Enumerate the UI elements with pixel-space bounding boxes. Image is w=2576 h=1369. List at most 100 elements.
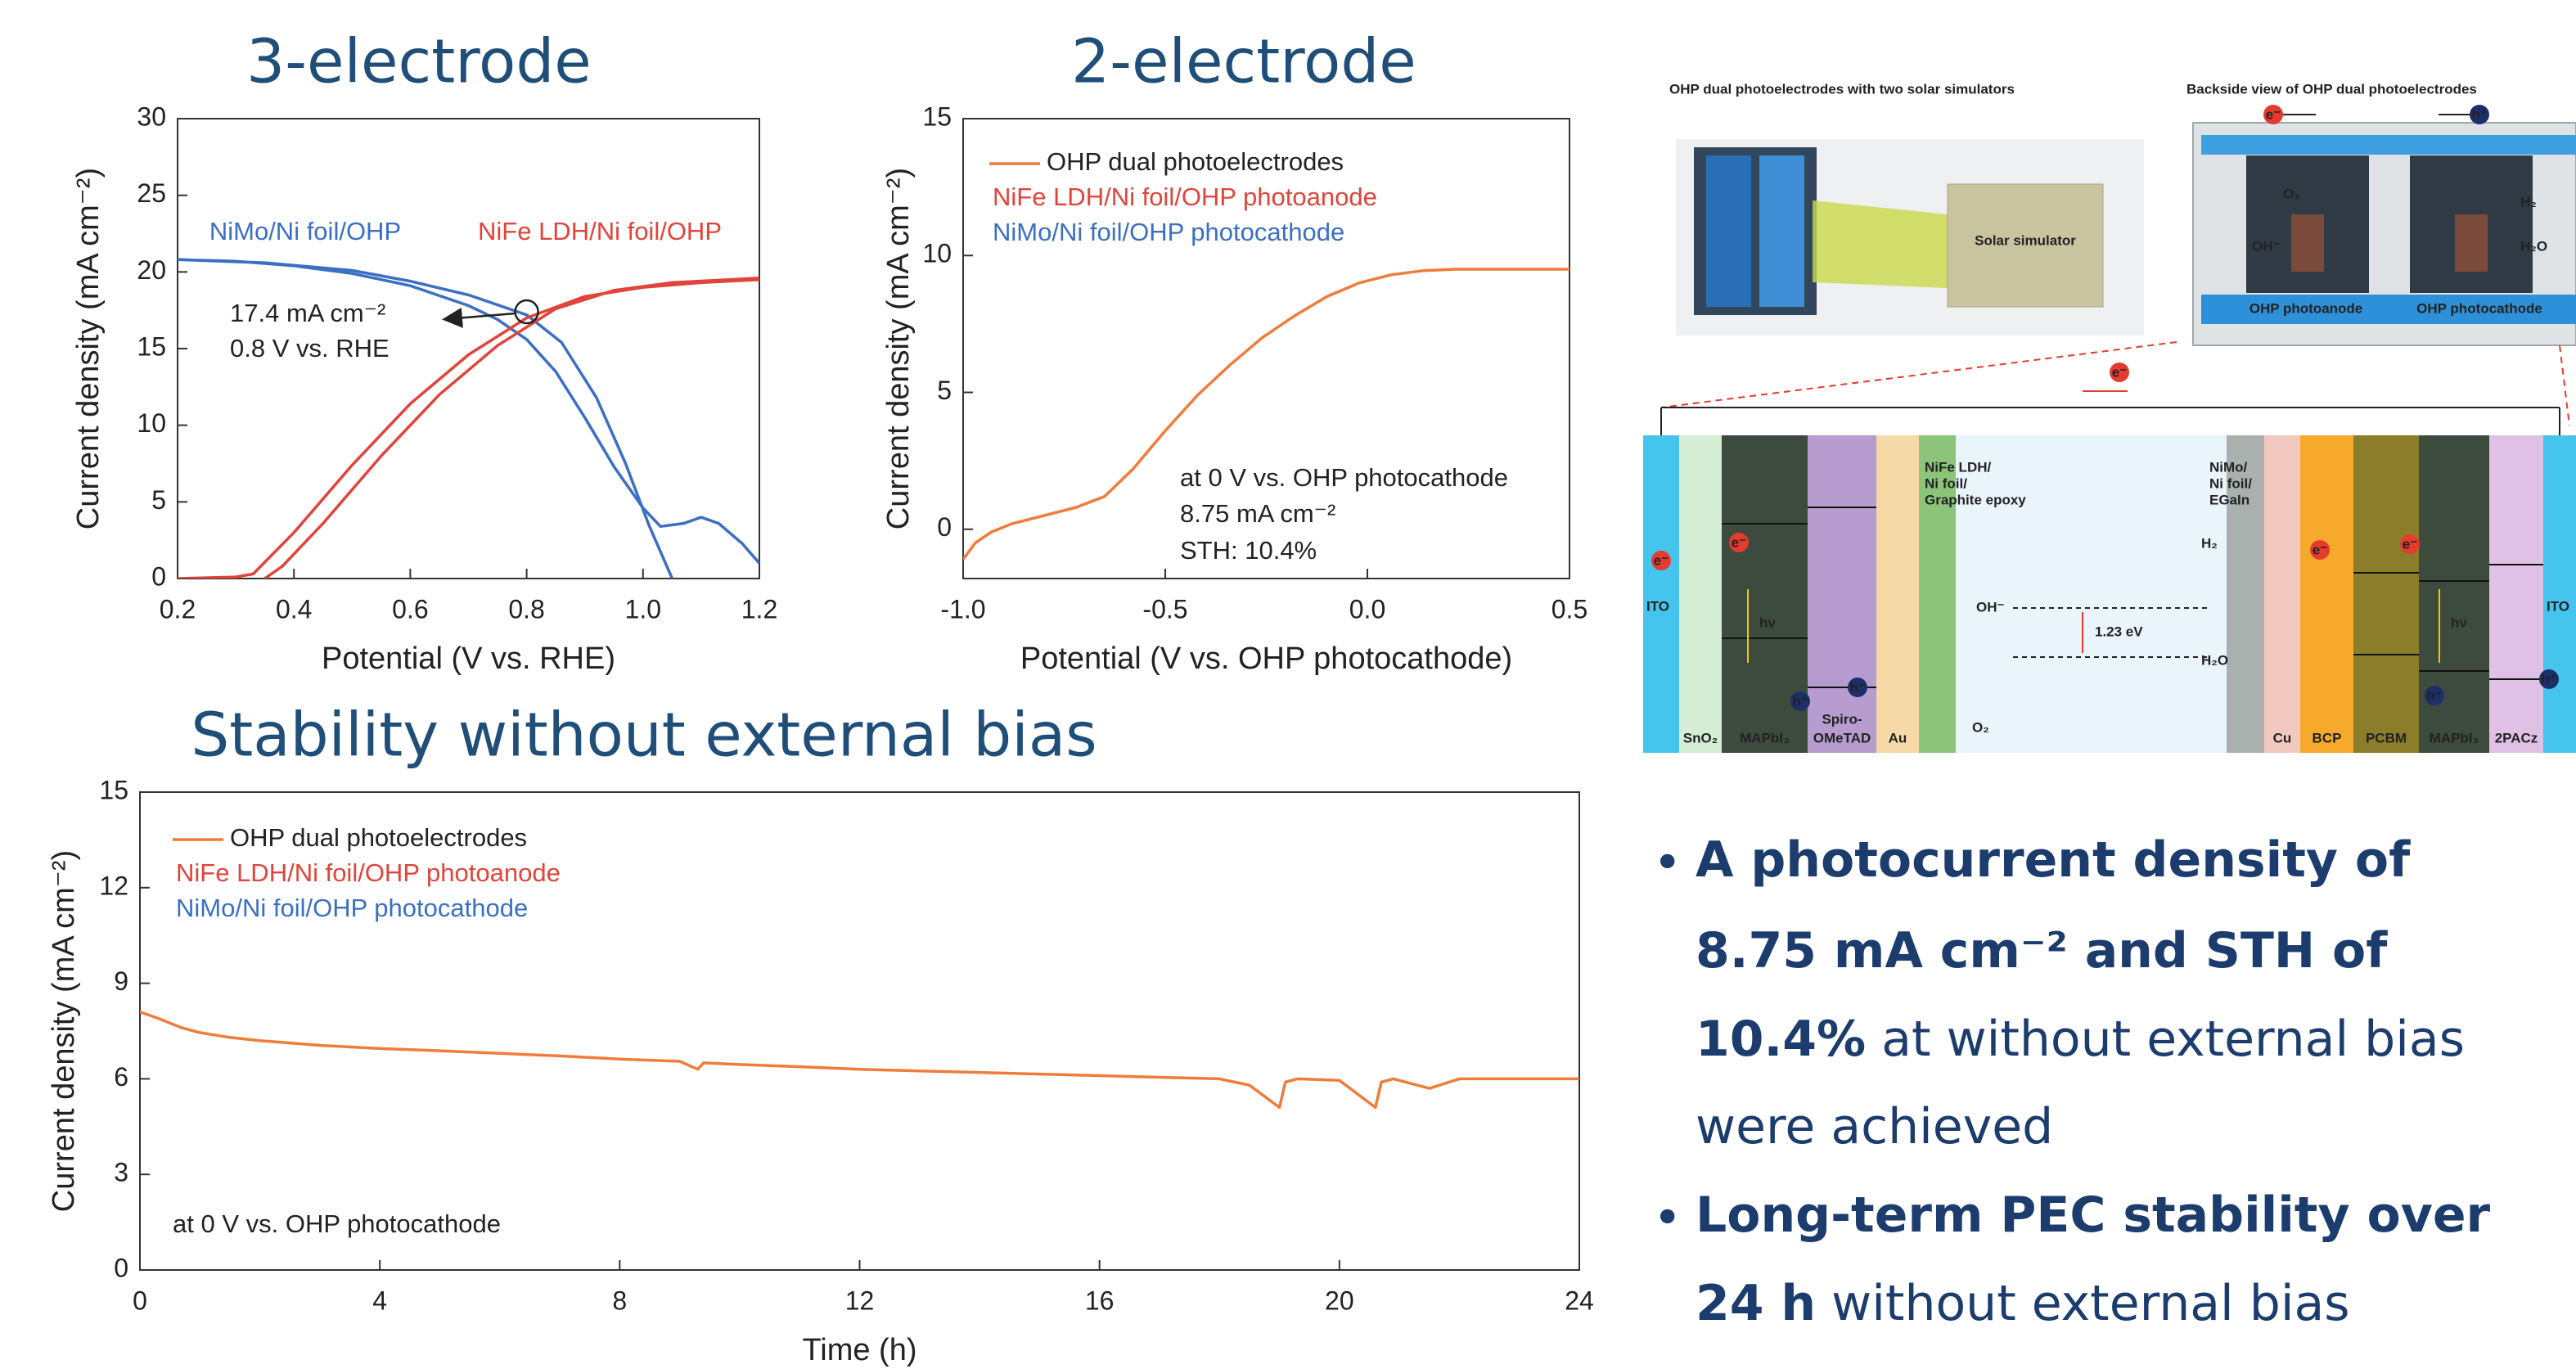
bullet-line: were achieved [1696, 1098, 2053, 1155]
y-tick-label: 0 [114, 1253, 128, 1282]
x-axis-label: Potential (V vs. OHP photocathode) [1020, 642, 1512, 676]
x-tick-label: 4 [372, 1286, 387, 1315]
layer-label: PCBM [2366, 730, 2407, 745]
bullet-dot: • [1653, 835, 1682, 892]
electron-icon [2110, 363, 2129, 382]
layer [2419, 435, 2489, 753]
layer-label: BCP [2313, 730, 2342, 745]
hole-label: h⁺ [2541, 671, 2556, 687]
y-tick-label: 15 [137, 331, 166, 361]
electrolyte-top [2201, 135, 2576, 155]
electrode-label: Ni foil/ [2209, 475, 2252, 491]
x-tick-label: -0.5 [1142, 594, 1187, 624]
bullet-text: 24 h [1696, 1275, 1816, 1332]
hole-label: h⁺ [1792, 693, 1808, 709]
annotation: 0.8 V vs. RHE [230, 334, 390, 363]
y-tick-label: 25 [137, 178, 166, 208]
x-tick-label: 16 [1085, 1286, 1115, 1315]
plot-lines [178, 258, 759, 579]
layer [1679, 435, 1722, 753]
y-tick-label: 5 [937, 376, 952, 405]
electrode-label: NiFe LDH/ [1925, 459, 1992, 475]
electron-label: e⁻ [1732, 534, 1746, 550]
x-tick-label: -1.0 [940, 594, 985, 624]
species: H₂ [2201, 535, 2218, 551]
electrode-label: NiMo/ [2209, 459, 2248, 475]
layer [2489, 435, 2543, 753]
x-tick-label: 1.0 [625, 594, 661, 624]
chart-title: Stability without external bias [191, 700, 1097, 771]
y-tick-label: 15 [922, 101, 952, 131]
annotation: STH: 10.4% [1180, 536, 1317, 565]
layer [2227, 435, 2264, 753]
bullet-line: A photocurrent density of [1696, 831, 2411, 889]
bullet-line: Long-term PEC stability over [1696, 1187, 2491, 1244]
y-axis-label: Current density (mA cm⁻²) [71, 168, 106, 529]
photoanode-label: OHP photoanode [2249, 300, 2363, 316]
x-tick-label: 1.2 [741, 594, 777, 624]
highlight-circle [514, 299, 539, 325]
y-tick-label: 30 [137, 101, 166, 131]
x-tick-label: 24 [1565, 1286, 1594, 1315]
hole-icon [2425, 686, 2444, 705]
x-tick-label: 0.6 [392, 594, 428, 624]
x-tick-label: 0.0 [1349, 594, 1385, 624]
series-label: NiMo/Ni foil/OHP [209, 217, 401, 245]
hole-label: h⁺ [1849, 679, 1865, 695]
x-tick-label: 20 [1325, 1286, 1354, 1315]
legend-label: NiMo/Ni foil/OHP photocathode [993, 218, 1344, 246]
bullet-text: 8.75 mA cm⁻² and STH of [1696, 922, 2388, 979]
hole-label: h⁺ [2426, 687, 2442, 703]
x-tick-label: 0 [133, 1286, 147, 1315]
x-tick-label: 8 [612, 1286, 627, 1315]
species: H₂O [2520, 238, 2547, 254]
x-tick-label: 0.8 [508, 594, 544, 624]
legend-label: NiMo/Ni foil/OHP photocathode [176, 894, 528, 922]
y-tick-label: 9 [114, 966, 128, 996]
zoom-line [2559, 345, 2570, 426]
x-tick-label: 0.4 [276, 594, 312, 624]
x-tick-label: 12 [845, 1286, 875, 1315]
electron-label: e⁻ [2112, 364, 2127, 380]
data-line [963, 268, 1569, 561]
layer [1919, 435, 1956, 753]
hole-icon [2470, 105, 2489, 124]
layer-label: Spiro- [1822, 711, 1862, 727]
annotation: at 0 V vs. OHP photocathode [173, 1209, 501, 1238]
electron-label: e⁻ [1654, 552, 1669, 568]
layer-label: ITO [1646, 598, 1669, 614]
layer [2353, 435, 2419, 753]
plot-lines [140, 1010, 1579, 1110]
series-label: NiFe LDH/Ni foil/OHP [478, 217, 722, 245]
electron-label: e⁻ [2266, 106, 2281, 122]
species: OH⁻ [2252, 238, 2281, 254]
y-tick-label: 0 [151, 561, 166, 591]
electron-icon [2400, 534, 2420, 554]
y-axis-label: Current density (mA cm⁻²) [881, 168, 916, 529]
device-panel [1759, 155, 1804, 307]
legend-label: OHP dual photoelectrodes [1047, 147, 1344, 176]
data-line [178, 258, 759, 579]
bullet-line: 24 h without external bias [1696, 1275, 2350, 1332]
electron-label: e⁻ [2403, 536, 2417, 552]
x-tick-label: 0.5 [1551, 594, 1587, 624]
layer-label: OMeTAD [1813, 730, 1871, 745]
bullet-text: 10.4% [1696, 1011, 1866, 1068]
light-label: hν [1759, 615, 1776, 630]
x-axis-label: Potential (V vs. RHE) [322, 642, 615, 676]
data-line [178, 277, 759, 579]
bullet-text: at without external bias [1866, 1011, 2465, 1068]
species: H₂ [2520, 194, 2537, 209]
hole-icon [1790, 691, 1810, 711]
y-tick-label: 3 [114, 1158, 128, 1187]
y-tick-label: 20 [137, 255, 166, 285]
electron-label: e⁻ [2313, 542, 2327, 557]
species: H₂O [2201, 652, 2228, 668]
species: O₂ [1972, 719, 1989, 735]
layer-label: MAPbI₃ [2430, 730, 2479, 745]
layer [2300, 435, 2353, 753]
electrode-label: Graphite epoxy [1925, 492, 2026, 507]
bullet-line: 10.4% at without external bias [1696, 1011, 2465, 1068]
